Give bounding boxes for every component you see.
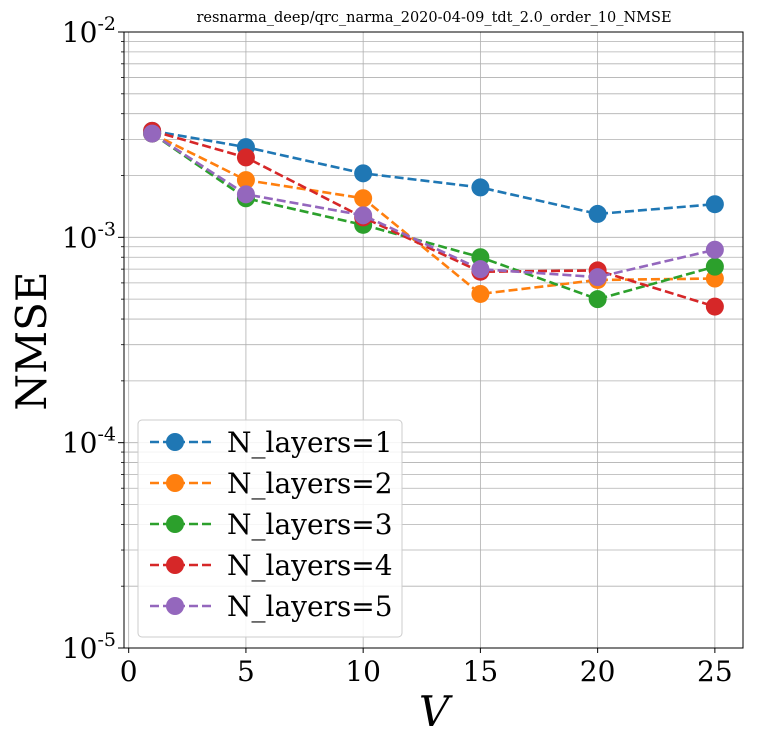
series-layer: [143, 121, 724, 316]
x-tick-label: 10: [345, 655, 381, 688]
series-1: [143, 121, 724, 223]
data-point: [705, 195, 724, 214]
plot-frame: [123, 31, 744, 649]
data-point: [588, 268, 607, 287]
y-tick-label: 10-4: [62, 424, 116, 460]
data-point: [588, 290, 607, 309]
data-point: [236, 185, 255, 204]
series-line: [151, 132, 716, 301]
series-line: [151, 132, 715, 296]
axes: 0 5 10 15 20 25 10-5 10-4 10-3 10-2: [62, 13, 744, 688]
legend-marker: [166, 556, 184, 574]
x-tick-label: 5: [237, 655, 255, 688]
legend-label: N_layers=5: [227, 590, 393, 623]
chart-title: resnarma_deep/qrc_narma_2020-04-09_tdt_2…: [196, 10, 671, 26]
legend-label: N_layers=1: [227, 426, 393, 459]
data-point: [471, 284, 490, 303]
legend-marker: [166, 474, 184, 492]
series-2: [143, 124, 724, 303]
x-axis-label: V: [419, 687, 453, 736]
data-point: [705, 240, 724, 259]
data-point: [705, 257, 724, 276]
y-tick-label: 10-3: [62, 218, 116, 254]
data-point: [471, 178, 490, 197]
legend: N_layers=1 N_layers=2 N_layers=3 N_layers=4…: [137, 419, 403, 638]
legend-marker: [166, 515, 184, 533]
legend-marker: [166, 597, 184, 615]
data-point: [354, 189, 373, 208]
legend-item: N_layers=3: [150, 508, 393, 541]
x-tick-label: 20: [580, 655, 616, 688]
series-line: [151, 129, 716, 308]
y-tick-label: 10-2: [62, 13, 116, 49]
data-point: [588, 204, 607, 223]
legend-item: N_layers=1: [150, 426, 393, 459]
data-point: [236, 171, 255, 190]
data-point: [705, 297, 724, 316]
data-point: [354, 206, 373, 225]
y-axis-label: NMSE: [7, 271, 56, 410]
legend-label: N_layers=2: [227, 467, 393, 500]
legend-item: N_layers=4: [150, 549, 393, 582]
series-line: [151, 132, 716, 279]
x-tick-label: 15: [463, 655, 499, 688]
legend-item: N_layers=2: [150, 467, 393, 500]
data-point: [471, 260, 490, 279]
data-point: [236, 148, 255, 167]
data-point: [354, 164, 373, 183]
legend-item: N_layers=5: [150, 590, 393, 623]
legend-label: N_layers=3: [227, 508, 393, 541]
x-tick-label: 0: [120, 655, 138, 688]
series-4: [143, 121, 724, 316]
legend-marker: [166, 433, 184, 451]
legend-label: N_layers=4: [227, 549, 393, 582]
data-point: [143, 124, 162, 143]
series-line: [151, 129, 715, 216]
y-tick-label: 10-5: [62, 629, 116, 665]
legend-box: [137, 419, 403, 638]
x-tick-label: 25: [697, 655, 733, 688]
series-5: [143, 124, 724, 287]
